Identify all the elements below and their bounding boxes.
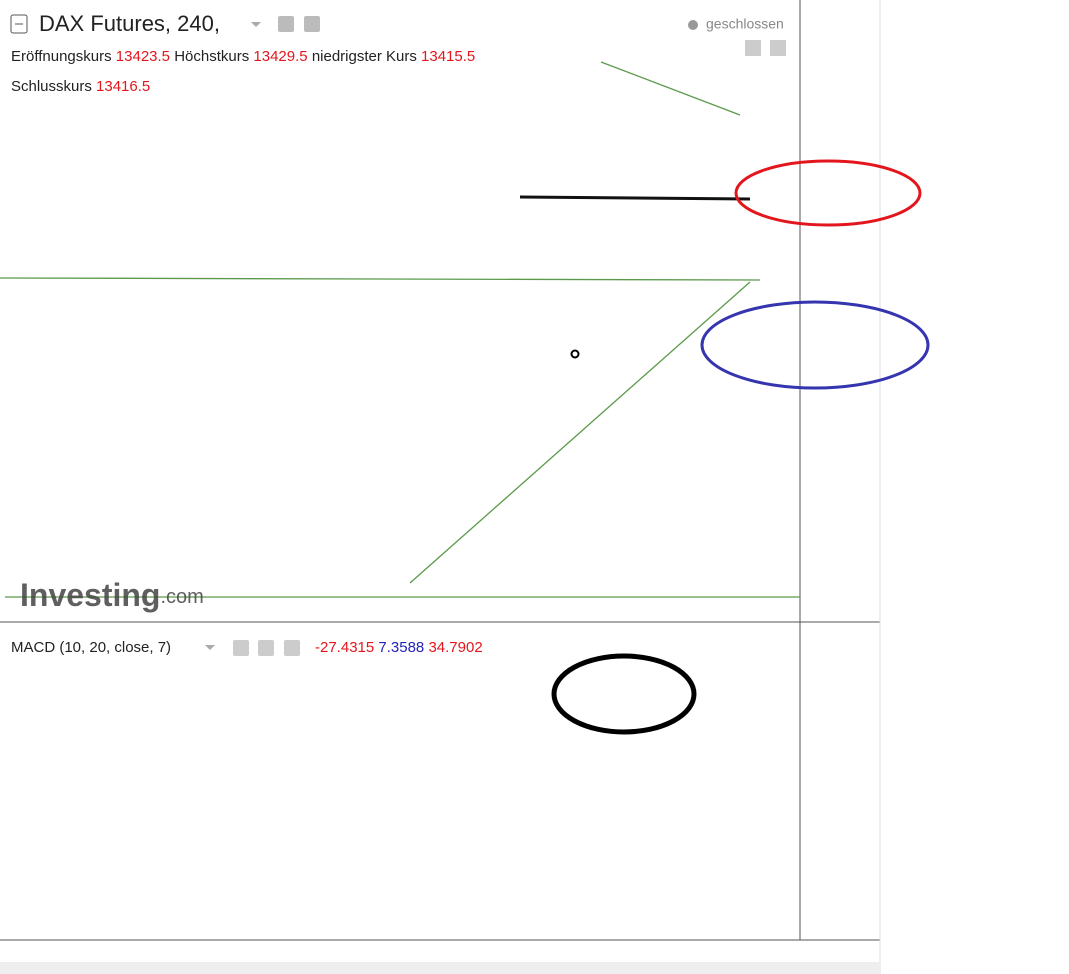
ohlc-line: Schlusskurs 13416.5 [11, 78, 150, 95]
settings-button[interactable] [304, 16, 320, 32]
collapse-button[interactable] [10, 14, 28, 34]
ohlc-value: 13415.5 [421, 48, 475, 65]
remove-button[interactable] [284, 640, 300, 656]
ohlc-label: Höchstkurs [174, 48, 249, 65]
ohlc-value: 13423.5 [116, 48, 170, 65]
highlight-ellipse [551, 653, 697, 735]
signal-value: 34.7902 [428, 639, 482, 656]
dropdown-icon[interactable] [251, 22, 261, 27]
resistance-line [519, 195, 751, 201]
trend-line [600, 61, 741, 116]
highlight-ellipse [700, 300, 930, 390]
ohlc-line: Eröffnungskurs 13423.5 Höchstkurs 13429.… [11, 48, 475, 65]
settings-button[interactable] [258, 640, 274, 656]
scroll-down-button[interactable] [745, 40, 761, 56]
ohlc-label: Eröffnungskurs [11, 48, 112, 65]
watermark: Investing.com [20, 577, 204, 613]
cursor [570, 349, 580, 359]
histogram-value: -27.4315 [315, 639, 374, 656]
bottom-strip [0, 962, 880, 974]
ohlc-label: Schlusskurs [11, 78, 92, 95]
status-dot [688, 20, 698, 30]
watermark-brand: Investing [20, 577, 160, 613]
symbol-title: DAX Futures, 240, [39, 11, 220, 36]
support-line [0, 277, 761, 281]
visibility-button[interactable] [233, 640, 249, 656]
visibility-button[interactable] [278, 16, 294, 32]
ohlc-label: niedrigster Kurs [312, 48, 417, 65]
trend-line [409, 281, 751, 584]
dropdown-icon[interactable] [205, 645, 215, 650]
ohlc-value: 13429.5 [253, 48, 307, 65]
watermark-domain: .com [160, 586, 203, 608]
indicator-title: MACD (10, 20, close, 7) [11, 639, 171, 656]
macd-value: 7.3588 [378, 639, 424, 656]
indicator-values: -27.4315 7.3588 34.7902 [315, 639, 483, 656]
highlight-ellipse [734, 159, 922, 227]
ohlc-value: 13416.5 [96, 78, 150, 95]
market-status: geschlossen [706, 16, 784, 32]
scroll-up-button[interactable] [770, 40, 786, 56]
